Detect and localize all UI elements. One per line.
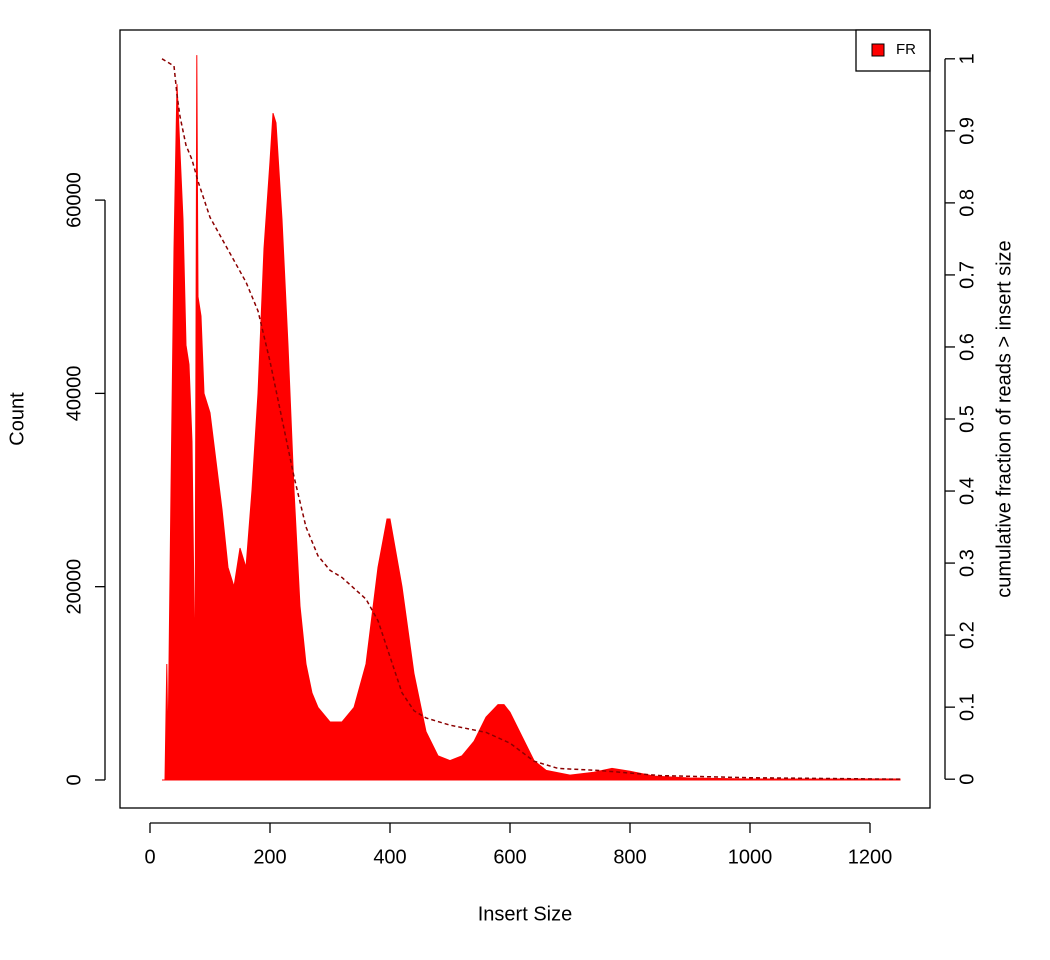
x-tick-label: 600 [493,846,526,868]
y-tick-label: 20000 [63,559,85,615]
y2-tick-label: 0.2 [956,621,978,649]
x-tick-label: 800 [613,846,646,868]
y2-tick-label: 0.8 [956,189,978,217]
y2-tick-label: 0.3 [956,549,978,577]
legend-box [855,29,931,72]
x-tick-label: 400 [373,846,406,868]
x-axis-label: Insert Size [478,903,572,925]
cumulative-line [161,58,901,780]
x-tick-label: 1000 [728,846,773,868]
y2-tick-label: 1 [956,53,978,64]
histogram-area [162,55,901,781]
x-tick-label: 1200 [848,846,893,868]
x-tick-label: 0 [144,846,155,868]
y2-tick-label: 0.9 [956,117,978,145]
y2-tick-label: 0.7 [956,261,978,289]
y-tick-label: 0 [63,774,85,785]
y2-axis-label: cumulative fraction of reads > insert si… [993,240,1015,597]
y2-tick-label: 0.4 [956,477,978,505]
plot-frame [119,29,931,809]
x-tick-label: 200 [253,846,286,868]
y-tick-label: 60000 [63,172,85,228]
y-tick-label: 40000 [63,366,85,422]
y2-tick-label: 0.6 [956,333,978,361]
legend-label: FR [896,41,916,58]
y2-tick-label: 0.5 [956,405,978,433]
y2-tick-label: 0.1 [956,693,978,721]
legend-swatch [871,43,885,57]
y-axis-label: Count [6,392,28,446]
y2-tick-label: 0 [956,774,978,785]
